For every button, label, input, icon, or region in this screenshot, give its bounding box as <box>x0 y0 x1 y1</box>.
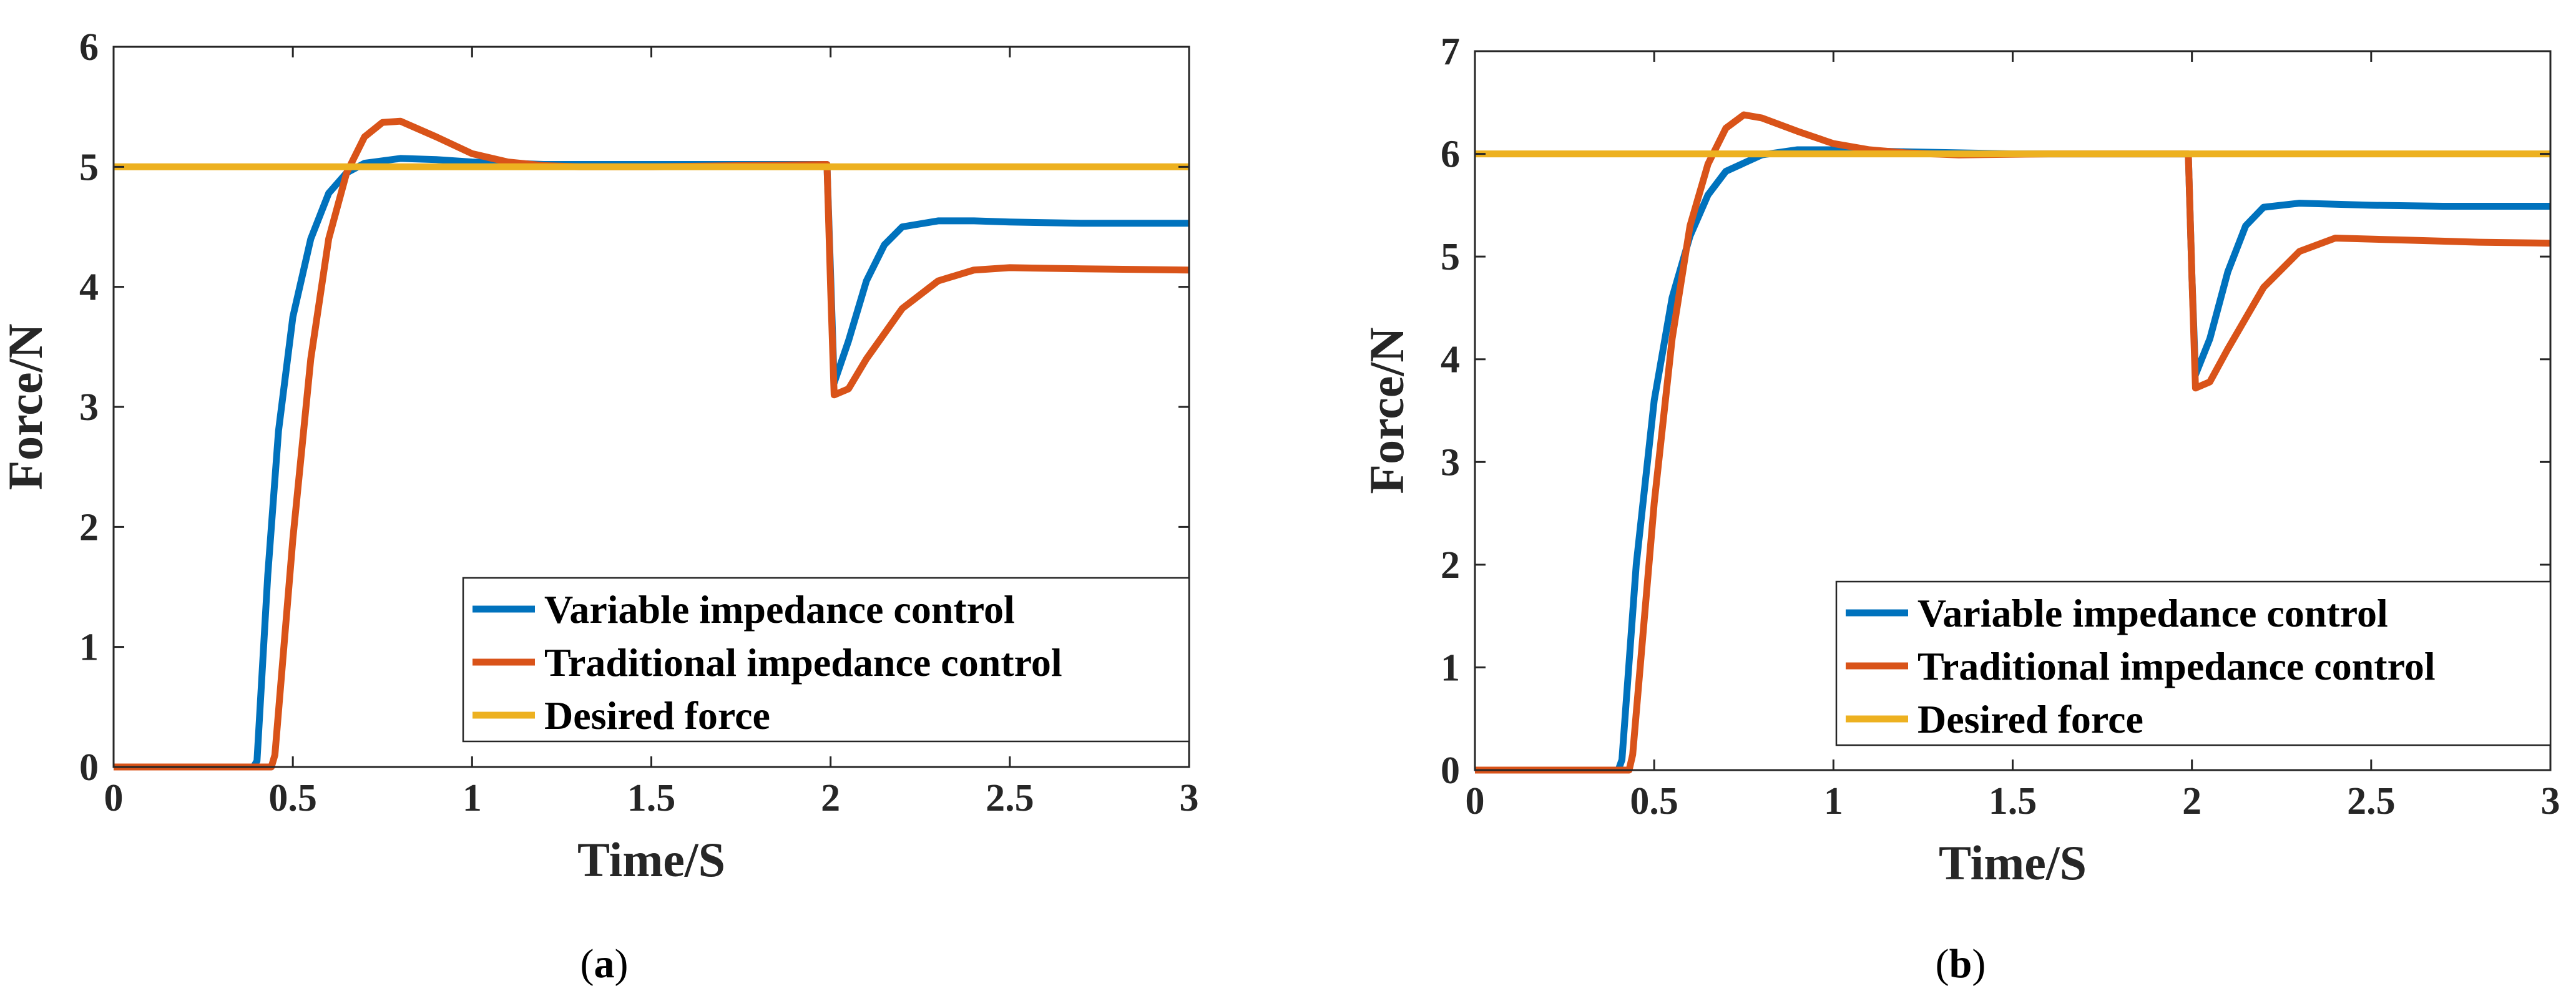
chart-panel-b: 0 0.5 1 1.5 2 2.5 3 0 1 2 3 4 5 6 7 Time/S Force/N Var… <box>1359 31 2560 987</box>
chart-panel-a: 0 0.5 1 1.5 2 2.5 3 0 1 2 3 4 5 6 Time/S Force/N Vari… <box>0 26 1199 987</box>
caption-a-letter: a <box>594 941 615 987</box>
y-tick-label-a: 6 <box>79 26 99 69</box>
legend-label-traditional-a: Traditional impedance control <box>544 640 1062 685</box>
x-tick-label-b: 3 <box>2541 780 2560 823</box>
x-tick-label-b: 0 <box>1466 780 1485 823</box>
y-tick-label-a: 0 <box>79 746 99 789</box>
y-tick-label-b: 2 <box>1441 544 1460 587</box>
y-axis-label-a: Force/N <box>0 323 52 490</box>
x-tick-label-b: 2.5 <box>2347 780 2396 823</box>
x-tick-label-b: 1 <box>1824 780 1843 823</box>
x-tick-label-a: 0.5 <box>268 777 317 819</box>
legend-b: Variable impedance control Traditional i… <box>1835 580 2552 746</box>
legend-label-desired-b: Desired force <box>1917 697 2143 741</box>
y-tick-label-a: 5 <box>79 146 99 188</box>
caption-b: (b) <box>1936 941 1986 987</box>
x-tick-label-a: 0 <box>104 777 124 819</box>
y-tick-label-b: 4 <box>1441 339 1460 381</box>
y-tick-label-a: 2 <box>79 506 99 549</box>
legend-box-b <box>1835 580 2552 746</box>
legend-label-variable-a: Variable impedance control <box>544 587 1015 632</box>
x-axis-label-a: Time/S <box>577 833 725 887</box>
x-tick-label-b: 0.5 <box>1630 780 1678 823</box>
y-tick-label-b: 3 <box>1441 441 1460 484</box>
y-tick-label-a: 3 <box>79 386 99 429</box>
y-tick-label-b: 5 <box>1441 236 1460 278</box>
caption-a: (a) <box>580 941 629 987</box>
x-tick-label-b: 2 <box>2182 780 2201 823</box>
legend-box-a <box>462 577 1190 743</box>
y-tick-label-a: 4 <box>79 266 99 309</box>
y-tick-label-a: 1 <box>79 627 99 669</box>
ticks-layer-a: 0 0.5 1 1.5 2 2.5 3 0 1 2 3 4 5 6 <box>79 26 1199 819</box>
x-axis-label-b: Time/S <box>1939 836 2087 890</box>
x-tick-label-a: 3 <box>1180 777 1199 819</box>
legend-label-desired-a: Desired force <box>544 693 770 738</box>
y-axis-label-b: Force/N <box>1359 327 1414 494</box>
x-tick-label-a: 2 <box>821 777 840 819</box>
series-layer-a <box>114 117 1190 771</box>
x-tick-label-a: 2.5 <box>986 777 1034 819</box>
x-tick-label-a: 1.5 <box>627 777 676 819</box>
caption-b-letter: b <box>1949 941 1972 987</box>
x-tick-label-a: 1 <box>463 777 482 819</box>
y-tick-label-b: 1 <box>1441 647 1460 689</box>
series-layer-b <box>1475 111 2551 774</box>
legend-label-traditional-b: Traditional impedance control <box>1917 644 2436 688</box>
ticks-layer-b: 0 0.5 1 1.5 2 2.5 3 0 1 2 3 4 5 6 7 <box>1441 31 2560 823</box>
legend-label-variable-b: Variable impedance control <box>1917 591 2388 635</box>
y-tick-label-b: 0 <box>1441 750 1460 792</box>
legend-a: Variable impedance control Traditional i… <box>462 577 1190 743</box>
y-tick-label-b: 6 <box>1441 134 1460 176</box>
y-tick-label-b: 7 <box>1441 31 1460 73</box>
x-tick-label-b: 1.5 <box>1989 780 2037 823</box>
